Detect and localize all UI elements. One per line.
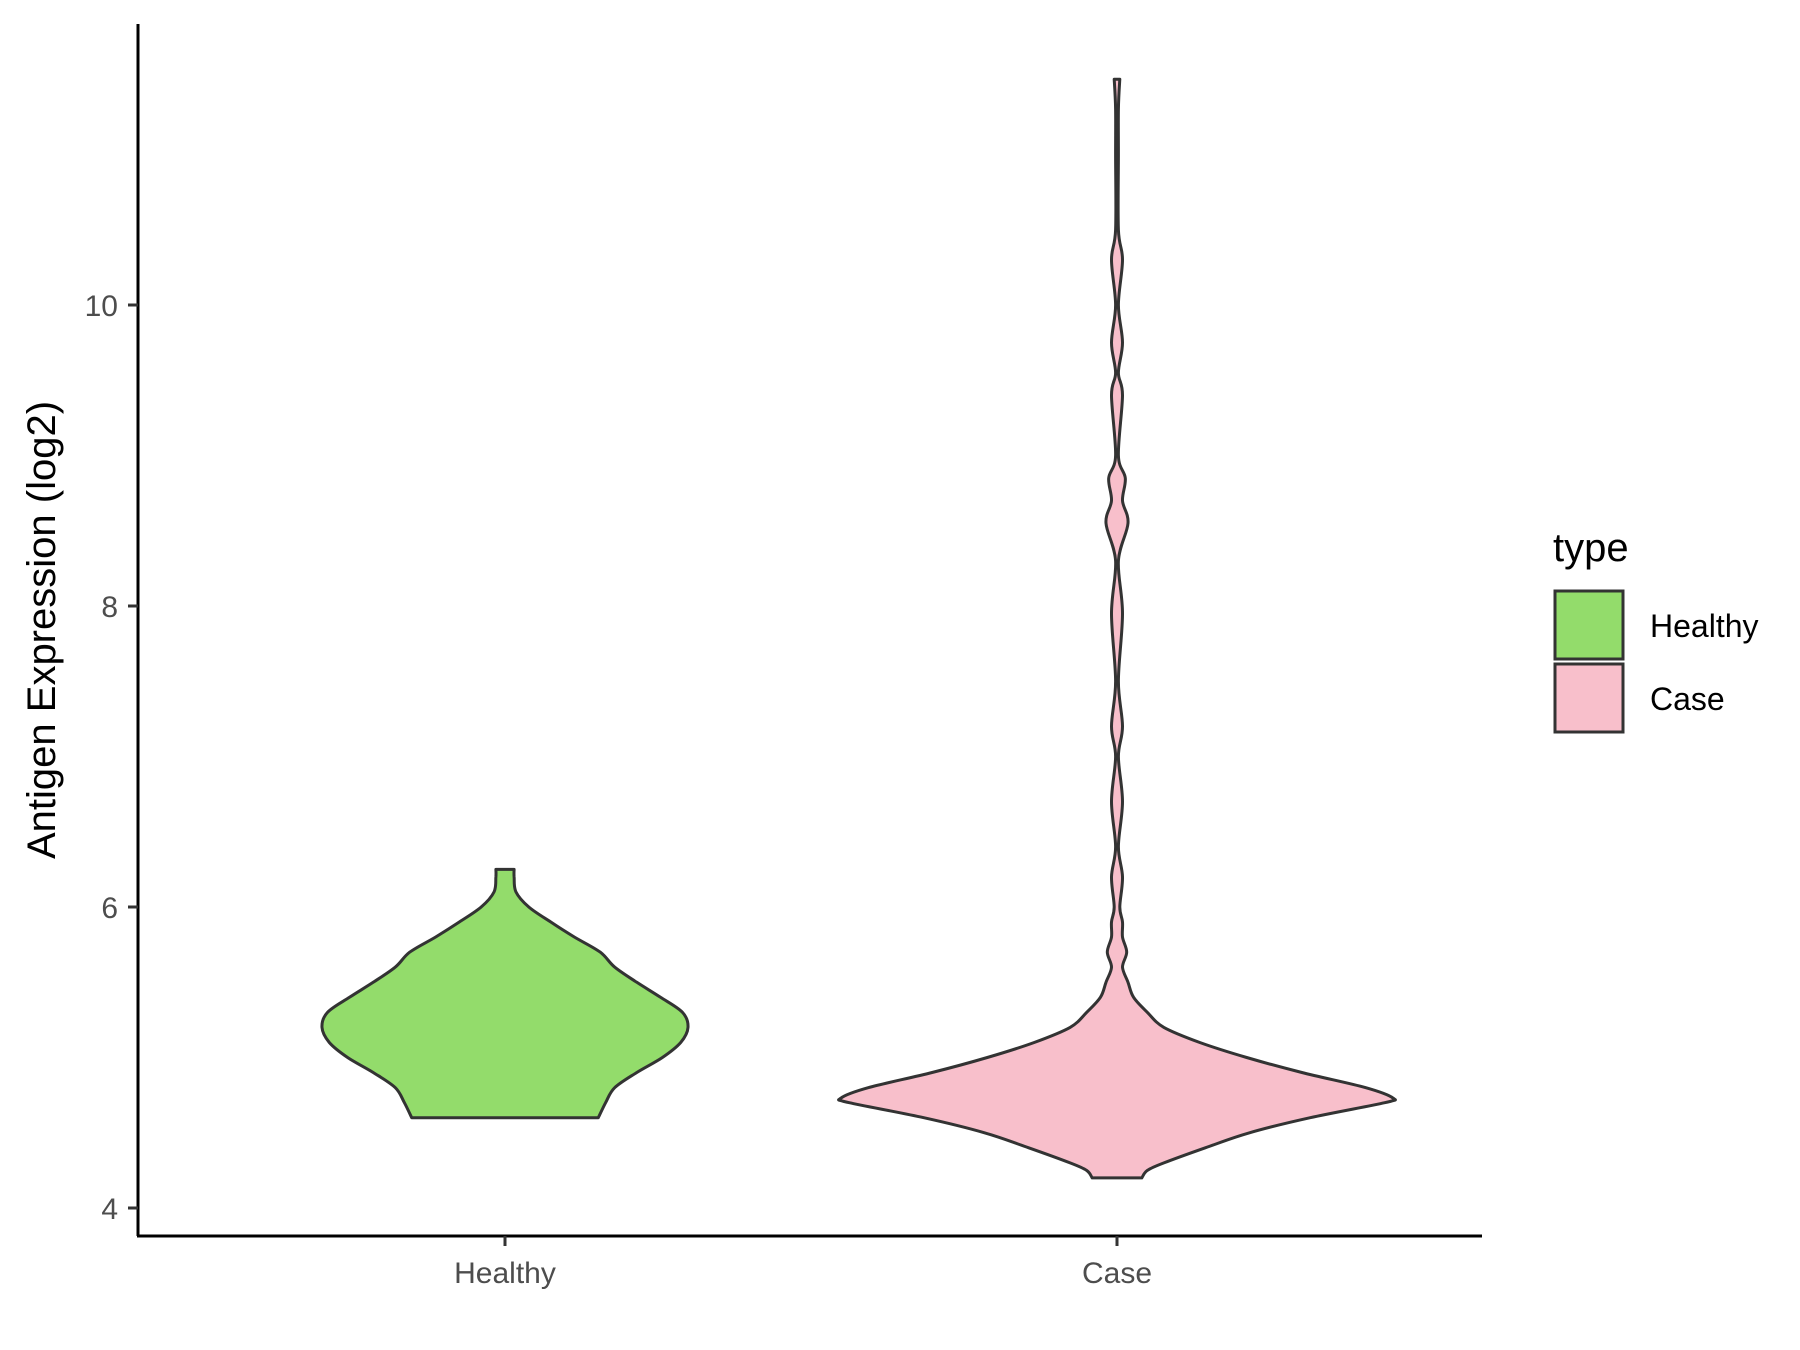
violin-layer bbox=[320, 77, 1397, 1180]
y-axis-title: Antigen Expression (log2) bbox=[20, 401, 64, 859]
x-tick-label-healthy: Healthy bbox=[454, 1257, 556, 1290]
x-axis-ticks: Healthy Case bbox=[454, 1236, 1152, 1290]
y-tick-label: 6 bbox=[101, 892, 118, 925]
legend-swatch-healthy bbox=[1553, 589, 1625, 661]
y-tick-label: 4 bbox=[101, 1193, 118, 1226]
legend-label-case: Case bbox=[1650, 681, 1725, 717]
x-tick-label-case: Case bbox=[1082, 1257, 1152, 1290]
y-tick-label: 8 bbox=[101, 591, 118, 624]
y-tick-label: 10 bbox=[85, 290, 118, 323]
legend-swatch-case bbox=[1553, 662, 1625, 734]
violin-healthy bbox=[320, 867, 690, 1120]
violin-case bbox=[837, 77, 1397, 1180]
y-axis-ticks: 4 6 8 10 bbox=[85, 290, 138, 1226]
legend-label-healthy: Healthy bbox=[1650, 608, 1759, 644]
legend-title: type bbox=[1553, 526, 1629, 570]
legend: type Healthy Case bbox=[1553, 526, 1759, 734]
